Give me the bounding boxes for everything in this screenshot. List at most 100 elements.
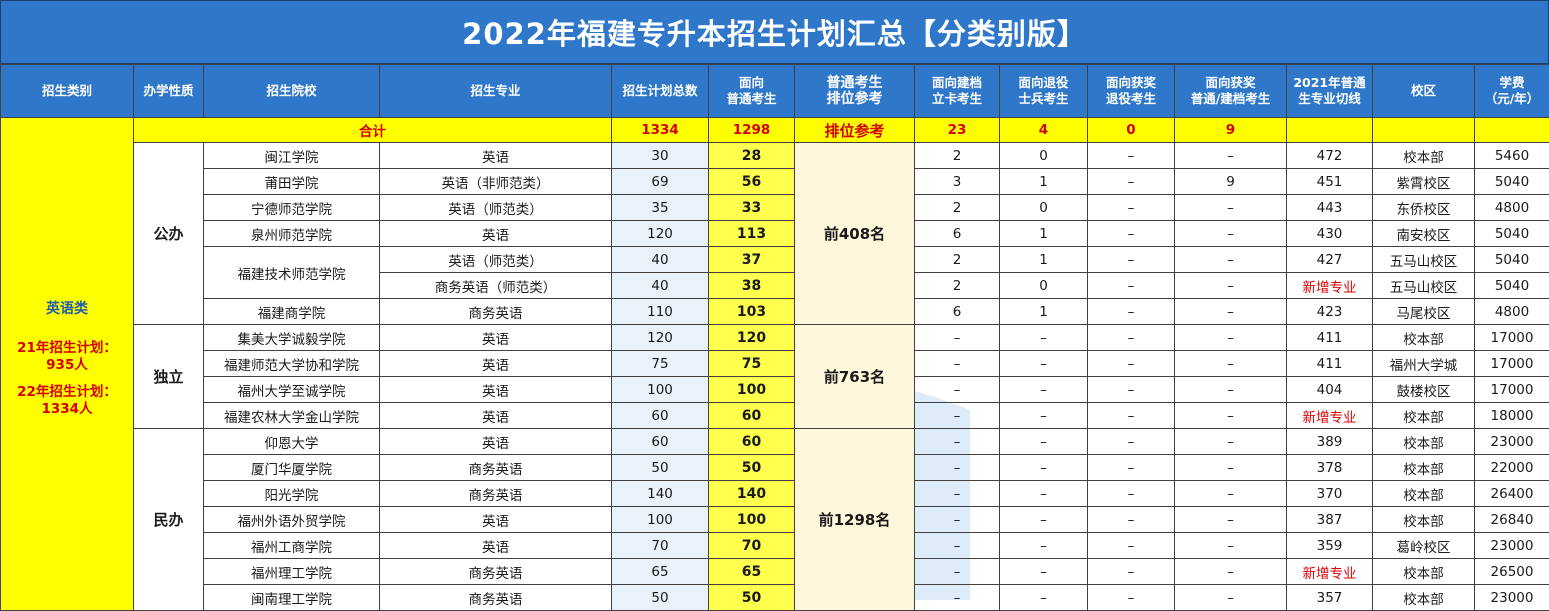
campus-cell: 五马山校区 [1372, 272, 1475, 299]
award-veteran-cell: – [1087, 220, 1175, 247]
cutoff-cell: 新增专业 [1286, 558, 1373, 585]
award-veteran-cell: – [1087, 454, 1175, 481]
school-cell: 仰恩大学 [203, 428, 380, 455]
school-cell: 福州外语外贸学院 [203, 506, 380, 533]
total-plan-cell: 140 [611, 480, 709, 507]
total-card-sum: 23 [914, 117, 1000, 143]
award-general-cell: – [1174, 350, 1287, 377]
major-cell: 英语（非师范类） [379, 168, 612, 195]
total-plan-cell: 75 [611, 350, 709, 377]
veteran-cell: – [999, 584, 1088, 611]
rank-cell: 前1298名 [794, 428, 915, 611]
major-cell: 英语 [379, 428, 612, 455]
card-cell: – [914, 584, 1000, 611]
fee-cell: 23000 [1474, 584, 1549, 611]
school-cell: 闽江学院 [203, 142, 380, 169]
fee-cell: 18000 [1474, 402, 1549, 429]
award-veteran-cell: – [1087, 168, 1175, 195]
table-row: 独立 集美大学诚毅学院 英语 120 120 前763名 – – – –411 校本部 17000 [1, 324, 1549, 429]
general-plan-cell: 140 [708, 480, 795, 507]
total-plan-cell: 120 [611, 324, 709, 351]
table-row: 福州外语外贸学院 英语 100 100– – – –387 校本部 26840 [1, 506, 1549, 533]
cutoff-cell: 451 [1286, 168, 1373, 195]
table-row: 福建商学院 商务英语 110 103 6 1– –423 马尾校区 4800 [1, 298, 1549, 325]
award-general-cell: – [1174, 454, 1287, 481]
general-plan-cell: 65 [708, 558, 795, 585]
card-cell: 6 [914, 220, 1000, 247]
major-cell: 英语 [379, 532, 612, 559]
general-plan-cell: 28 [708, 142, 795, 169]
campus-cell: 校本部 [1372, 480, 1475, 507]
card-cell: – [914, 454, 1000, 481]
general-plan-cell: 38 [708, 272, 795, 299]
card-cell: 6 [914, 298, 1000, 325]
award-veteran-cell: – [1087, 142, 1175, 169]
general-plan-cell: 33 [708, 194, 795, 221]
campus-cell: 校本部 [1372, 402, 1475, 429]
campus-cell: 南安校区 [1372, 220, 1475, 247]
header-total-plan: 招生计划总数 [611, 64, 709, 118]
general-plan-cell: 56 [708, 168, 795, 195]
award-general-cell: – [1174, 584, 1287, 611]
total-plan-sum: 1334 [611, 117, 709, 143]
card-cell: – [914, 376, 1000, 403]
school-cell: 福建技术师范学院 [203, 246, 380, 299]
campus-cell: 校本部 [1372, 142, 1475, 169]
cutoff-cell: 411 [1286, 350, 1373, 377]
school-cell: 福建农林大学金山学院 [203, 402, 380, 429]
fee-cell: 5460 [1474, 142, 1549, 169]
school-cell: 福建商学院 [203, 298, 380, 325]
card-cell: – [914, 402, 1000, 429]
header-cutoff: 2021年普通 生专业切线 [1286, 64, 1373, 118]
total-plan-cell: 100 [611, 506, 709, 533]
award-general-cell: – [1174, 402, 1287, 429]
header-category: 招生类别 [0, 64, 134, 118]
table-row: 闽南理工学院 商务英语 50 50– – – –357 校本部 23000 [1, 584, 1549, 611]
fee-cell: 17000 [1474, 376, 1549, 403]
campus-cell: 校本部 [1372, 324, 1475, 351]
veteran-cell: – [999, 454, 1088, 481]
award-general-cell: – [1174, 324, 1287, 351]
campus-cell: 福州大学城 [1372, 350, 1475, 377]
total-plan-cell: 50 [611, 584, 709, 611]
veteran-cell: – [999, 506, 1088, 533]
award-veteran-cell: – [1087, 272, 1175, 299]
total-rank-ref: 排位参考 [794, 117, 915, 143]
total-plan-cell: 60 [611, 402, 709, 429]
general-plan-cell: 50 [708, 454, 795, 481]
table-row: 莆田学院 英语（非师范类） 69 56 3 1–9 451 紫霄校区 5040 [1, 168, 1549, 195]
veteran-cell: 0 [999, 272, 1088, 299]
card-cell: 3 [914, 168, 1000, 195]
card-cell: 2 [914, 272, 1000, 299]
general-plan-cell: 120 [708, 324, 795, 351]
header-major: 招生专业 [379, 64, 612, 118]
award-veteran-cell: – [1087, 350, 1175, 377]
table-row: 公办 闽江学院 英语 30 28 前408名 2 0– –472 校本部 5460 [1, 142, 1549, 325]
award-veteran-cell: – [1087, 194, 1175, 221]
cutoff-cell: 新增专业 [1286, 272, 1373, 299]
card-cell: – [914, 558, 1000, 585]
general-plan-cell: 50 [708, 584, 795, 611]
total-plan-cell: 110 [611, 298, 709, 325]
school-cell: 福州理工学院 [203, 558, 380, 585]
award-general-cell: 9 [1174, 168, 1287, 195]
fee-cell: 4800 [1474, 194, 1549, 221]
total-campus-empty [1372, 117, 1475, 143]
fee-cell: 22000 [1474, 454, 1549, 481]
fee-cell: 4800 [1474, 298, 1549, 325]
total-plan-cell: 60 [611, 428, 709, 455]
award-general-cell: – [1174, 532, 1287, 559]
award-veteran-cell: – [1087, 480, 1175, 507]
enrollment-plan-table: 招生类别 办学性质 招生院校 招生专业 招生计划总数 面向 普通考生 普通考生 排位… [0, 64, 1549, 611]
award-general-cell: – [1174, 220, 1287, 247]
award-general-cell: – [1174, 194, 1287, 221]
table-row: 泉州师范学院 英语 120 113 6 1– –430 南安校区 5040 [1, 220, 1549, 247]
fee-cell: 17000 [1474, 324, 1549, 351]
cutoff-cell: 357 [1286, 584, 1373, 611]
page-title: 2022年福建专升本招生计划汇总【分类别版】 [0, 0, 1549, 64]
cutoff-cell: 423 [1286, 298, 1373, 325]
school-cell: 莆田学院 [203, 168, 380, 195]
fee-cell: 5040 [1474, 220, 1549, 247]
header-nature: 办学性质 [133, 64, 204, 118]
card-cell: 2 [914, 194, 1000, 221]
